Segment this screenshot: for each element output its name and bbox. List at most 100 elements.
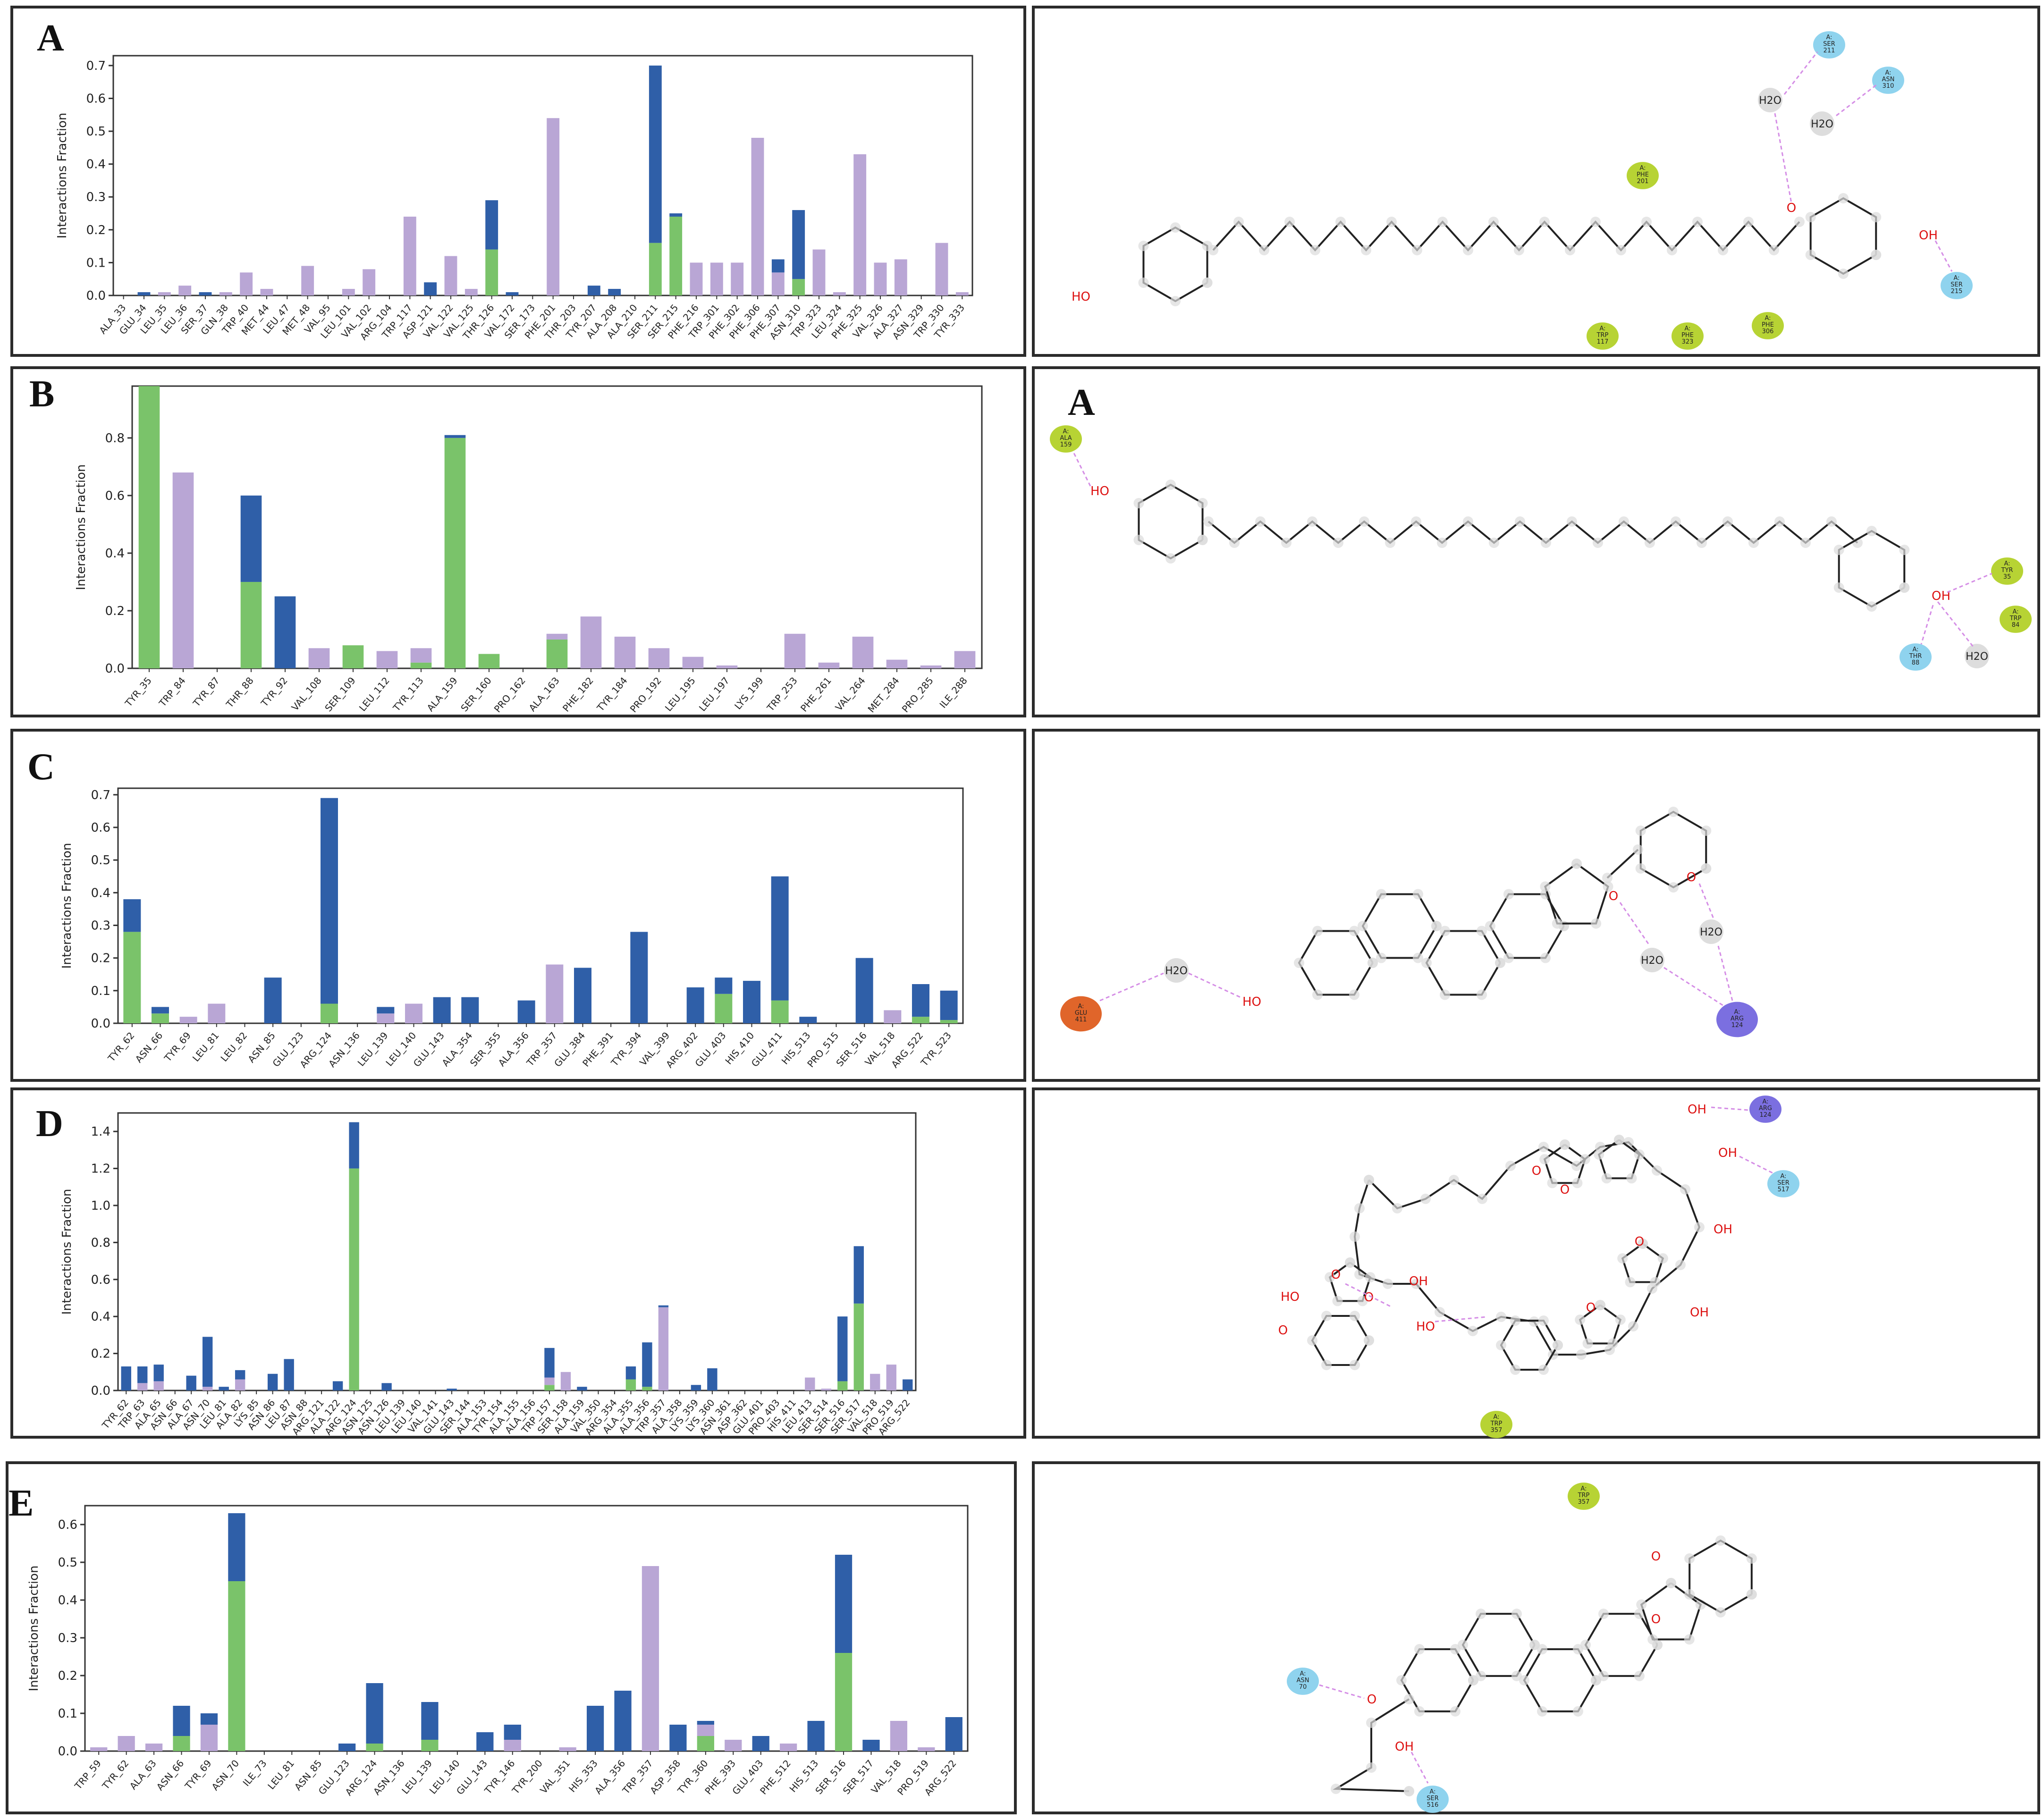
y-tick-label: 0.4 <box>86 158 106 172</box>
atom-label: O <box>1787 201 1796 215</box>
interaction-line <box>1717 945 1733 1001</box>
atom-dot <box>1838 269 1849 279</box>
bar-segment <box>200 1713 218 1725</box>
bar-segment <box>264 977 282 1023</box>
atom-dot <box>1331 1784 1341 1794</box>
atom-dot <box>1281 538 1292 548</box>
atom-label: HO <box>1072 290 1090 304</box>
y-tick-label: 0.5 <box>86 125 106 139</box>
bar-segment <box>308 648 330 668</box>
bar-segment <box>137 1383 148 1390</box>
residue-node <box>1752 312 1784 339</box>
bar-segment <box>504 1740 521 1751</box>
bar-segment <box>228 1581 245 1751</box>
residue-node <box>1672 322 1704 350</box>
atom-dot <box>1233 217 1244 227</box>
bar-segment <box>853 154 867 295</box>
residue-label: GLU <box>1075 1010 1087 1017</box>
atom-dot <box>1463 516 1473 527</box>
atom-dot <box>1594 1149 1604 1160</box>
residue-node <box>1480 1411 1512 1438</box>
atom-dot <box>1590 217 1601 227</box>
y-tick-label: 0.4 <box>91 1310 110 1324</box>
residue-label: 35 <box>2003 573 2011 581</box>
atom-dot <box>1547 1178 1558 1188</box>
atom-dot <box>1505 1161 1516 1171</box>
bar-segment <box>862 1740 880 1751</box>
bar-segment <box>648 648 670 668</box>
atom-dot <box>1463 245 1473 255</box>
atom-dot <box>1349 926 1359 936</box>
bar-segment <box>884 1010 902 1023</box>
bar-segment <box>560 1372 571 1390</box>
atom-dot <box>1684 1553 1695 1564</box>
atom-dot <box>1321 1311 1332 1322</box>
atom-dot <box>1769 245 1779 255</box>
atom-dot <box>1838 193 1849 203</box>
bar-segment <box>517 1000 535 1023</box>
interaction-line <box>1099 972 1164 1002</box>
bar-segment <box>715 994 733 1023</box>
atom-dot <box>1476 1609 1486 1619</box>
water-node <box>1965 644 1989 668</box>
residue-label: A: <box>1493 1414 1499 1421</box>
bar-segment <box>935 243 948 295</box>
interaction-line <box>1188 972 1242 999</box>
residue-label: A: <box>1780 1173 1786 1180</box>
atom-dot <box>1541 538 1551 548</box>
atom-dot <box>1652 1165 1662 1176</box>
panel-letter-a: A <box>37 17 64 59</box>
residue-node <box>1627 162 1659 189</box>
bar-segment <box>818 662 840 668</box>
atom-dot <box>1396 1675 1407 1685</box>
interaction-line <box>1619 902 1651 946</box>
bar-segment <box>918 1747 935 1751</box>
atom-dot <box>1833 545 1844 555</box>
atom-dot <box>1598 1609 1609 1619</box>
atom-dot <box>1538 1315 1549 1326</box>
residue-label: TRP <box>1596 332 1609 339</box>
bar-segment <box>235 1379 245 1390</box>
atom-dot <box>1634 1609 1645 1619</box>
panel-letter-c: C <box>27 746 55 788</box>
residue-label: 517 <box>1778 1186 1790 1193</box>
atom-dot <box>1540 952 1551 963</box>
atom-dot <box>1335 217 1346 227</box>
residue-label: A: <box>1762 1098 1768 1105</box>
bar-segment <box>940 990 958 1020</box>
bar-segment <box>363 269 376 295</box>
y-tick-label: 0.2 <box>91 952 110 966</box>
atom-dot <box>1383 1279 1393 1289</box>
bond-path <box>1544 863 1609 925</box>
bar-segment <box>752 1736 769 1751</box>
atom-dot <box>1671 516 1681 527</box>
residue-node <box>1767 1170 1799 1197</box>
atom-dot <box>1284 217 1295 227</box>
y-tick-label: 0.2 <box>58 1669 77 1683</box>
atom-dot <box>1202 278 1213 288</box>
bar-segment <box>751 137 764 295</box>
atom-dot <box>1601 1173 1612 1184</box>
bar-segment <box>625 1366 636 1380</box>
atom-dot <box>1833 582 1844 593</box>
bar-segment <box>835 1555 853 1653</box>
bar-segment <box>152 1013 169 1023</box>
y-axis-label: Interactions Fraction <box>74 464 88 590</box>
atom-dot <box>1468 1675 1478 1685</box>
residue-label: ASN <box>1297 1677 1309 1684</box>
atom-label: HO <box>1090 484 1109 498</box>
atom-dot <box>1133 535 1144 545</box>
atom-dot <box>1591 1675 1601 1685</box>
residue-node <box>1813 31 1845 59</box>
atom-dot <box>1138 241 1149 251</box>
atom-dot <box>1866 526 1877 536</box>
bar-segment <box>366 1744 383 1751</box>
atom-dot <box>1412 245 1422 255</box>
atom-dot <box>1579 1154 1590 1165</box>
atom-dot <box>1440 926 1450 936</box>
interaction-line <box>1410 1752 1429 1784</box>
atom-dot <box>1359 516 1369 527</box>
bar-segment <box>784 633 806 668</box>
